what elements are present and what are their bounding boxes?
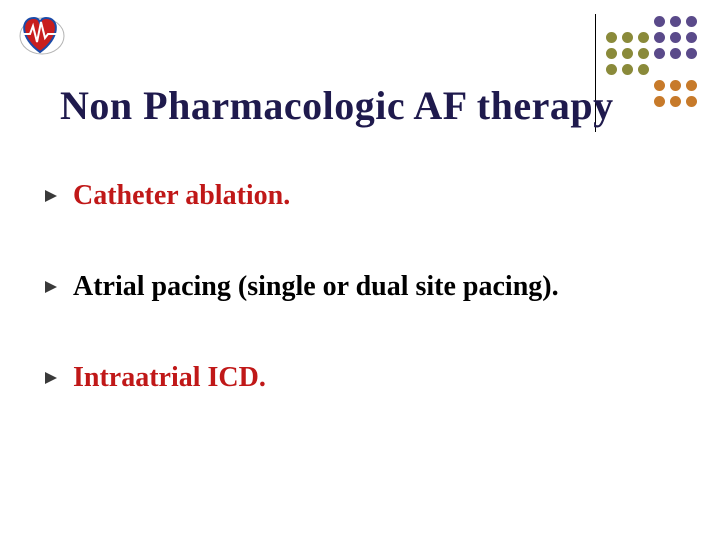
bullet-text: Catheter ablation.	[73, 178, 290, 213]
decor-dot	[670, 96, 681, 107]
bullet-item: Intraatrial ICD.	[45, 360, 680, 395]
bullet-marker-icon	[45, 190, 59, 202]
bullet-list: Catheter ablation. Atrial pacing (single …	[45, 178, 680, 451]
heart-logo	[12, 12, 68, 56]
decor-dot	[638, 48, 649, 59]
decor-dot	[606, 64, 617, 75]
bullet-item: Catheter ablation.	[45, 178, 680, 213]
bullet-text: Intraatrial ICD.	[73, 360, 266, 395]
decor-dot	[606, 32, 617, 43]
decor-dot	[686, 48, 697, 59]
decor-dot	[622, 48, 633, 59]
decor-dot	[670, 80, 681, 91]
slide-title: Non Pharmacologic AF therapy	[60, 82, 614, 129]
decor-dot	[638, 64, 649, 75]
decor-dot	[638, 32, 649, 43]
decor-dot	[670, 16, 681, 27]
decor-dot	[654, 96, 665, 107]
decor-dot	[654, 16, 665, 27]
decor-dot	[670, 32, 681, 43]
decor-dot	[686, 16, 697, 27]
decor-dot	[670, 48, 681, 59]
decor-dot	[686, 32, 697, 43]
bullet-marker-icon	[45, 372, 59, 384]
decor-dot	[622, 64, 633, 75]
decor-dot	[606, 48, 617, 59]
decor-dot	[622, 32, 633, 43]
decor-dot	[686, 80, 697, 91]
decor-dot	[654, 80, 665, 91]
decor-dot	[686, 96, 697, 107]
decor-dot	[654, 48, 665, 59]
bullet-item: Atrial pacing (single or dual site pacin…	[45, 269, 680, 304]
dot-grid	[606, 16, 698, 108]
bullet-marker-icon	[45, 281, 59, 293]
decor-dot	[654, 32, 665, 43]
bullet-text: Atrial pacing (single or dual site pacin…	[73, 269, 559, 304]
